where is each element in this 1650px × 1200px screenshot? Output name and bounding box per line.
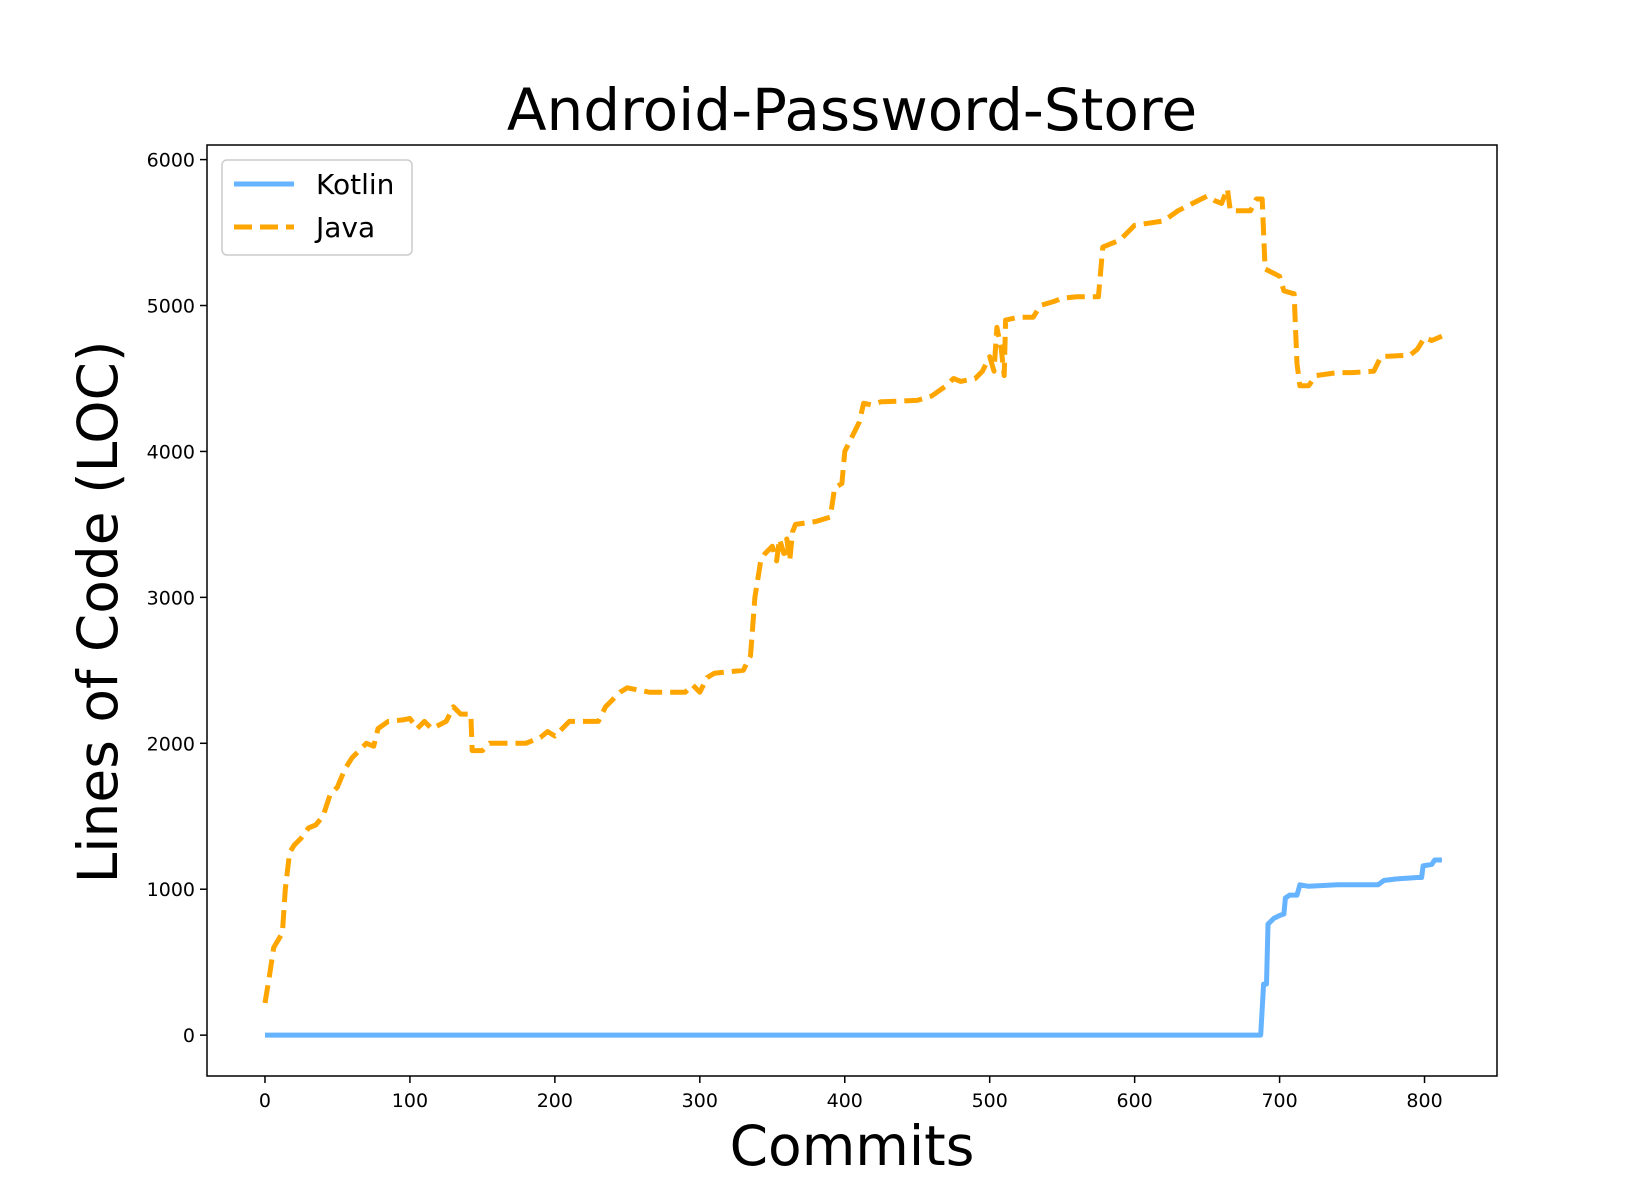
x-tick-label: 300 — [682, 1090, 718, 1112]
y-tick-label: 0 — [183, 1025, 195, 1047]
x-tick-label: 400 — [827, 1090, 863, 1112]
x-tick-label: 500 — [972, 1090, 1008, 1112]
x-tick-label: 0 — [259, 1090, 271, 1112]
x-tick-label: 700 — [1261, 1090, 1297, 1112]
y-axis-title: Lines of Code (LOC) — [66, 341, 130, 884]
plot-frame — [206, 144, 1498, 1077]
x-tick-label: 800 — [1406, 1090, 1442, 1112]
x-tick-label: 200 — [537, 1090, 573, 1112]
legend: Kotlin Java — [221, 159, 413, 256]
y-tick-label: 1000 — [147, 879, 195, 901]
chart-title: Android-Password-Store — [507, 76, 1197, 144]
series-line-kotlin — [265, 857, 1442, 1038]
y-tick-label: 2000 — [147, 733, 195, 755]
y-tick-label: 4000 — [147, 441, 195, 463]
x-tick-label: 100 — [392, 1090, 428, 1112]
legend-label-kotlin: Kotlin — [316, 168, 394, 201]
x-axis-title: Commits — [730, 1114, 975, 1178]
series-layer — [262, 186, 1443, 1038]
series-line-java — [262, 186, 1443, 1004]
legend-label-java: Java — [314, 211, 375, 244]
y-tick-label: 5000 — [147, 296, 195, 318]
y-tick-label: 6000 — [147, 150, 195, 172]
y-tick-label: 3000 — [147, 587, 195, 609]
x-tick-label: 600 — [1117, 1090, 1153, 1112]
ticks-layer: 0 100 200 300 400 500 600 700 800 0 1000 2000 3000 40… — [147, 150, 1443, 1112]
